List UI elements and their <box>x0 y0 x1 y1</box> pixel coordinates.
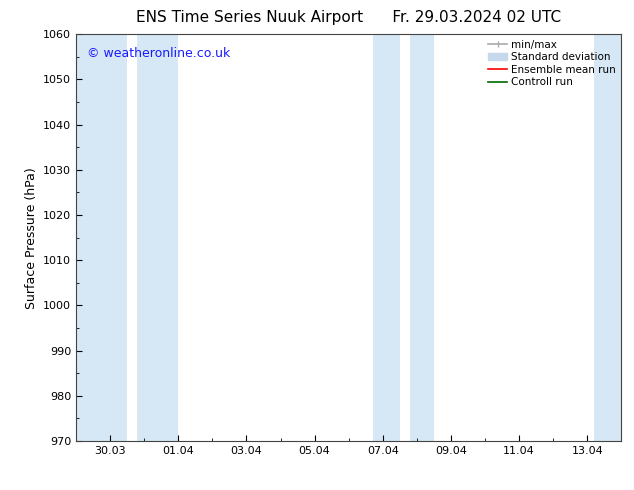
Text: ENS Time Series Nuuk Airport      Fr. 29.03.2024 02 UTC: ENS Time Series Nuuk Airport Fr. 29.03.2… <box>136 10 561 25</box>
Bar <box>410 34 434 441</box>
Bar <box>373 34 400 441</box>
Bar <box>594 34 621 441</box>
Bar <box>138 34 178 441</box>
Legend: min/max, Standard deviation, Ensemble mean run, Controll run: min/max, Standard deviation, Ensemble me… <box>486 37 618 89</box>
Bar <box>76 34 127 441</box>
Text: © weatheronline.co.uk: © weatheronline.co.uk <box>87 47 230 59</box>
Y-axis label: Surface Pressure (hPa): Surface Pressure (hPa) <box>25 167 37 309</box>
